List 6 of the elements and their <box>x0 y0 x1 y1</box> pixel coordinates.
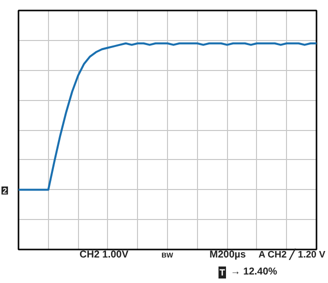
text: T <box>220 268 226 278</box>
text: M200µs <box>210 250 246 260</box>
text: 2 <box>2 186 8 196</box>
text: A CH2 ╱ 1.20 V <box>258 248 326 260</box>
text: CH2 1.00V <box>80 250 129 260</box>
text: → 12.40% <box>230 266 278 278</box>
